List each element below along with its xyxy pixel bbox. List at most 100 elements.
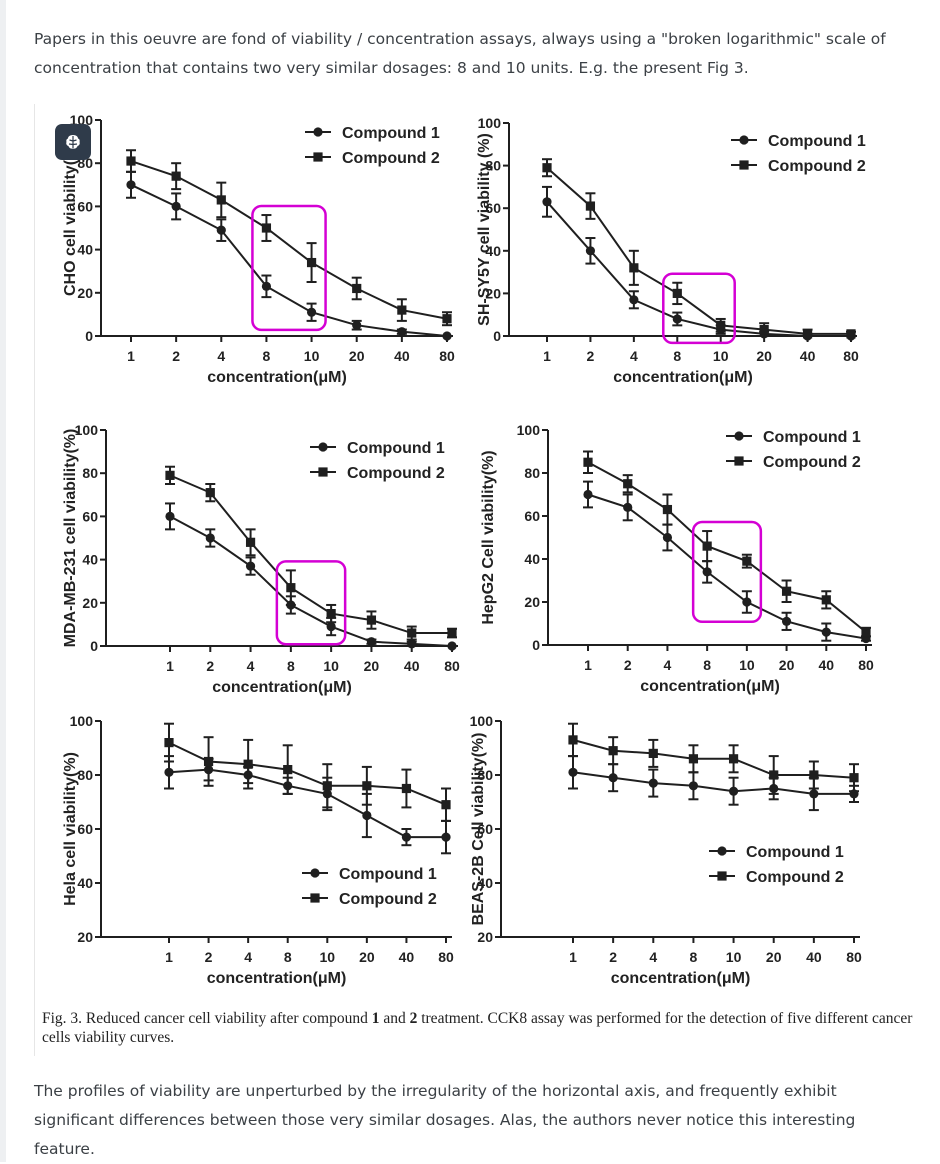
x-tick-label: 40	[806, 949, 822, 965]
data-point-series-1	[366, 637, 377, 647]
legend-marker-2	[717, 871, 727, 881]
data-point-series-1	[728, 786, 739, 796]
x-tick-label: 1	[543, 348, 551, 364]
data-point-series-2	[165, 470, 175, 480]
series-line-1	[168, 768, 446, 839]
legend-label: Compound 1	[347, 440, 445, 457]
x-tick-label: 2	[587, 348, 595, 364]
image-badge[interactable]	[55, 124, 91, 160]
y-tick-label: 80	[77, 767, 93, 783]
legend-label: Compound 2	[768, 158, 866, 175]
legend-label: Compound 2	[746, 869, 844, 886]
x-tick-label: 20	[364, 658, 380, 674]
x-tick-label: 20	[349, 348, 365, 364]
x-tick-label: 2	[205, 949, 213, 965]
x-tick-label: 2	[609, 949, 617, 965]
series-line-2	[168, 741, 447, 806]
y-tick-label: 40	[485, 243, 501, 259]
x-tick-label: 8	[263, 348, 271, 364]
data-point-series-1	[583, 489, 593, 500]
y-axis-title: HepG2 Cell viability(%)	[480, 450, 497, 624]
legend-label: Compound 2	[763, 454, 861, 471]
data-point-series-1	[585, 246, 596, 256]
x-tick-label: 80	[858, 657, 874, 673]
data-point-series-2	[203, 756, 214, 767]
series-line-1	[572, 771, 854, 795]
x-tick-label: 2	[206, 658, 214, 674]
x-tick-label: 8	[284, 949, 292, 965]
caption-prefix: Fig. 3. Reduced cancer cell viability af…	[42, 1010, 372, 1027]
data-point-series-2	[861, 627, 871, 637]
legend-marker-1	[318, 442, 328, 452]
legend-label: Compound 1	[342, 125, 440, 142]
data-point-series-2	[728, 754, 739, 764]
data-point-series-1	[352, 320, 362, 330]
data-point-series-1	[781, 616, 792, 626]
legend-marker-2	[734, 456, 744, 466]
data-point-series-1	[542, 197, 552, 207]
x-tick-label: 80	[438, 949, 454, 965]
legend-marker-1	[313, 127, 323, 137]
data-point-series-1	[397, 327, 407, 337]
x-axis-title: concentration(μM)	[640, 678, 780, 695]
x-tick-label: 20	[359, 949, 375, 965]
highlight-box	[251, 204, 327, 332]
highlight-box	[662, 272, 736, 345]
chart-panel-2: 0 20 40 60 80 100 1 2 4 8 10 20 40 80 concentration(μM…	[476, 115, 866, 386]
x-tick-label: 10	[323, 658, 339, 674]
x-tick-label: 40	[394, 348, 410, 364]
y-tick-label: 60	[524, 508, 540, 524]
x-tick-label: 8	[690, 949, 698, 965]
intro-paragraph: Papers in this oeuvre are fond of viabil…	[34, 30, 886, 77]
data-point-series-1	[326, 621, 336, 632]
x-tick-label: 10	[319, 949, 335, 965]
data-point-series-1	[809, 789, 819, 799]
data-point-series-2	[802, 329, 813, 339]
figure-image: 0 20 40 60 80 100 1 2 4 8 10 20 40 80 concentration(μM…	[34, 104, 917, 1056]
data-point-series-2	[809, 770, 819, 780]
data-point-series-2	[243, 759, 253, 769]
y-tick-label: 100	[470, 713, 494, 729]
series-line-1	[169, 515, 453, 647]
legend-marker-1	[717, 846, 727, 856]
y-tick-label: 100	[75, 422, 99, 438]
x-tick-label: 2	[624, 657, 632, 673]
data-point-series-2	[216, 195, 226, 205]
y-tick-label: 0	[85, 328, 93, 344]
y-tick-label: 20	[77, 285, 93, 301]
x-tick-label: 2	[172, 348, 180, 364]
data-point-series-2	[583, 457, 593, 467]
x-tick-label: 4	[217, 348, 225, 364]
caption-suffix: treatment. CCK8 assay was performed for …	[42, 1010, 913, 1046]
y-axis-title: MDA-MB-231 cell viability(%)	[62, 429, 79, 648]
data-point-series-1	[171, 201, 181, 211]
data-point-series-1	[672, 314, 682, 324]
x-tick-label: 20	[756, 348, 772, 364]
x-tick-label: 80	[439, 348, 455, 364]
y-axis-title: CHO cell viability(	[62, 159, 79, 296]
data-point-series-1	[306, 307, 317, 317]
data-point-series-2	[716, 320, 726, 330]
series-line-2	[572, 738, 855, 779]
x-tick-label: 80	[843, 348, 859, 364]
y-tick-label: 40	[82, 552, 98, 568]
y-tick-label: 20	[477, 929, 493, 945]
data-point-series-1	[648, 778, 658, 788]
series-line-2	[130, 160, 448, 320]
y-tick-label: 80	[82, 465, 98, 481]
data-point-series-2	[245, 537, 256, 547]
data-point-series-1	[447, 641, 457, 651]
data-point-series-2	[397, 305, 407, 315]
x-tick-label: 1	[584, 657, 592, 673]
x-tick-label: 40	[800, 348, 816, 364]
data-point-series-1	[629, 295, 639, 305]
data-point-series-1	[662, 532, 673, 543]
data-point-series-2	[702, 541, 712, 551]
data-point-series-2	[629, 263, 639, 273]
y-tick-label: 100	[70, 713, 94, 729]
y-tick-label: 60	[485, 200, 501, 216]
legend-marker-1	[734, 431, 744, 441]
x-axis-title: concentration(μM)	[212, 679, 352, 696]
data-point-series-2	[322, 781, 332, 791]
